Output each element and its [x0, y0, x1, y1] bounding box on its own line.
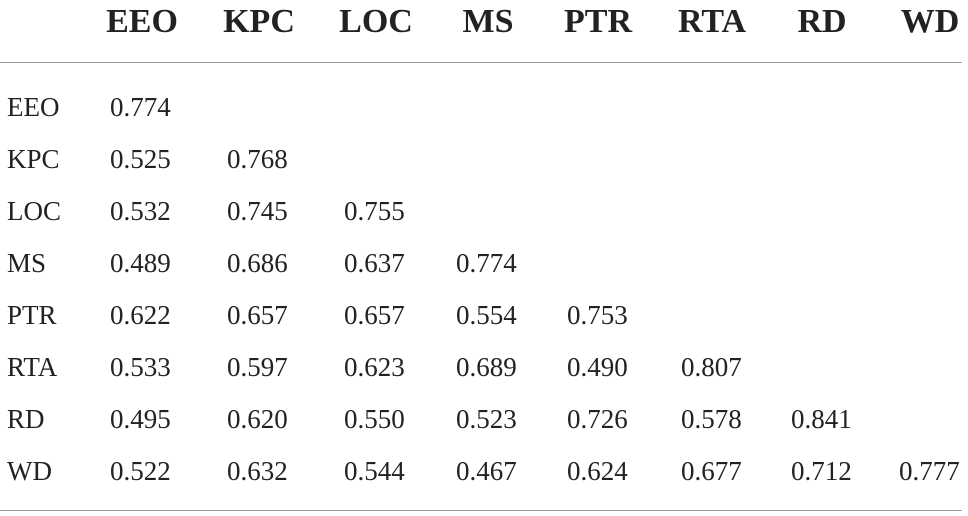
table-cell: 0.467: [456, 456, 517, 486]
table-cell: 0.774: [110, 92, 171, 122]
table-header-row: EEO KPC LOC MS PTR RTA RD WD: [0, 0, 968, 42]
table-cell: 0.489: [110, 248, 171, 278]
table-cell: 0.544: [344, 456, 405, 486]
table-cell: 0.657: [227, 300, 288, 330]
row-header: RD: [7, 404, 45, 434]
table-cell: 0.777: [899, 456, 960, 486]
table-cell: 0.689: [456, 352, 517, 382]
column-header: MS: [462, 3, 514, 40]
table-cell: 0.774: [456, 248, 517, 278]
column-header: KPC: [223, 3, 295, 40]
column-header: EEO: [106, 3, 178, 40]
table-cell: 0.525: [110, 144, 171, 174]
table-cell: 0.554: [456, 300, 517, 330]
table-cell: 0.686: [227, 248, 288, 278]
row-header: PTR: [7, 300, 57, 330]
table-cell: 0.623: [344, 352, 405, 382]
header-divider: [0, 62, 962, 63]
table-cell: 0.490: [567, 352, 628, 382]
table-cell: 0.550: [344, 404, 405, 434]
row-header: KPC: [7, 144, 60, 174]
column-header: RTA: [677, 3, 747, 40]
row-header: EEO: [7, 92, 60, 122]
table-cell: 0.657: [344, 300, 405, 330]
table-cell: 0.677: [681, 456, 742, 486]
row-header: MS: [7, 248, 47, 278]
column-header: RD: [797, 3, 847, 40]
table-cell: 0.523: [456, 404, 517, 434]
table-cell: 0.533: [110, 352, 171, 382]
row-header: RTA: [7, 352, 58, 382]
table-cell: 0.841: [791, 404, 852, 434]
column-header: PTR: [564, 3, 632, 40]
table-cell: 0.578: [681, 404, 742, 434]
row-header: LOC: [7, 196, 61, 226]
table-cell: 0.597: [227, 352, 288, 382]
column-header: WD: [900, 3, 960, 40]
table-cell: 0.522: [110, 456, 171, 486]
table-cell: 0.745: [227, 196, 288, 226]
table-cell: 0.712: [791, 456, 852, 486]
table-cell: 0.495: [110, 404, 171, 434]
table-cell: 0.755: [344, 196, 405, 226]
table-cell: 0.726: [567, 404, 628, 434]
table-cell: 0.637: [344, 248, 405, 278]
table-cell: 0.807: [681, 352, 742, 382]
table-cell: 0.632: [227, 456, 288, 486]
table-cell: 0.624: [567, 456, 628, 486]
table-cell: 0.768: [227, 144, 288, 174]
column-header: LOC: [339, 3, 413, 40]
row-header: WD: [7, 456, 52, 486]
table-cell: 0.532: [110, 196, 171, 226]
table-cell: 0.622: [110, 300, 171, 330]
table-cell: 0.753: [567, 300, 628, 330]
table-bottom-rule: [0, 510, 962, 511]
table-cell: 0.620: [227, 404, 288, 434]
